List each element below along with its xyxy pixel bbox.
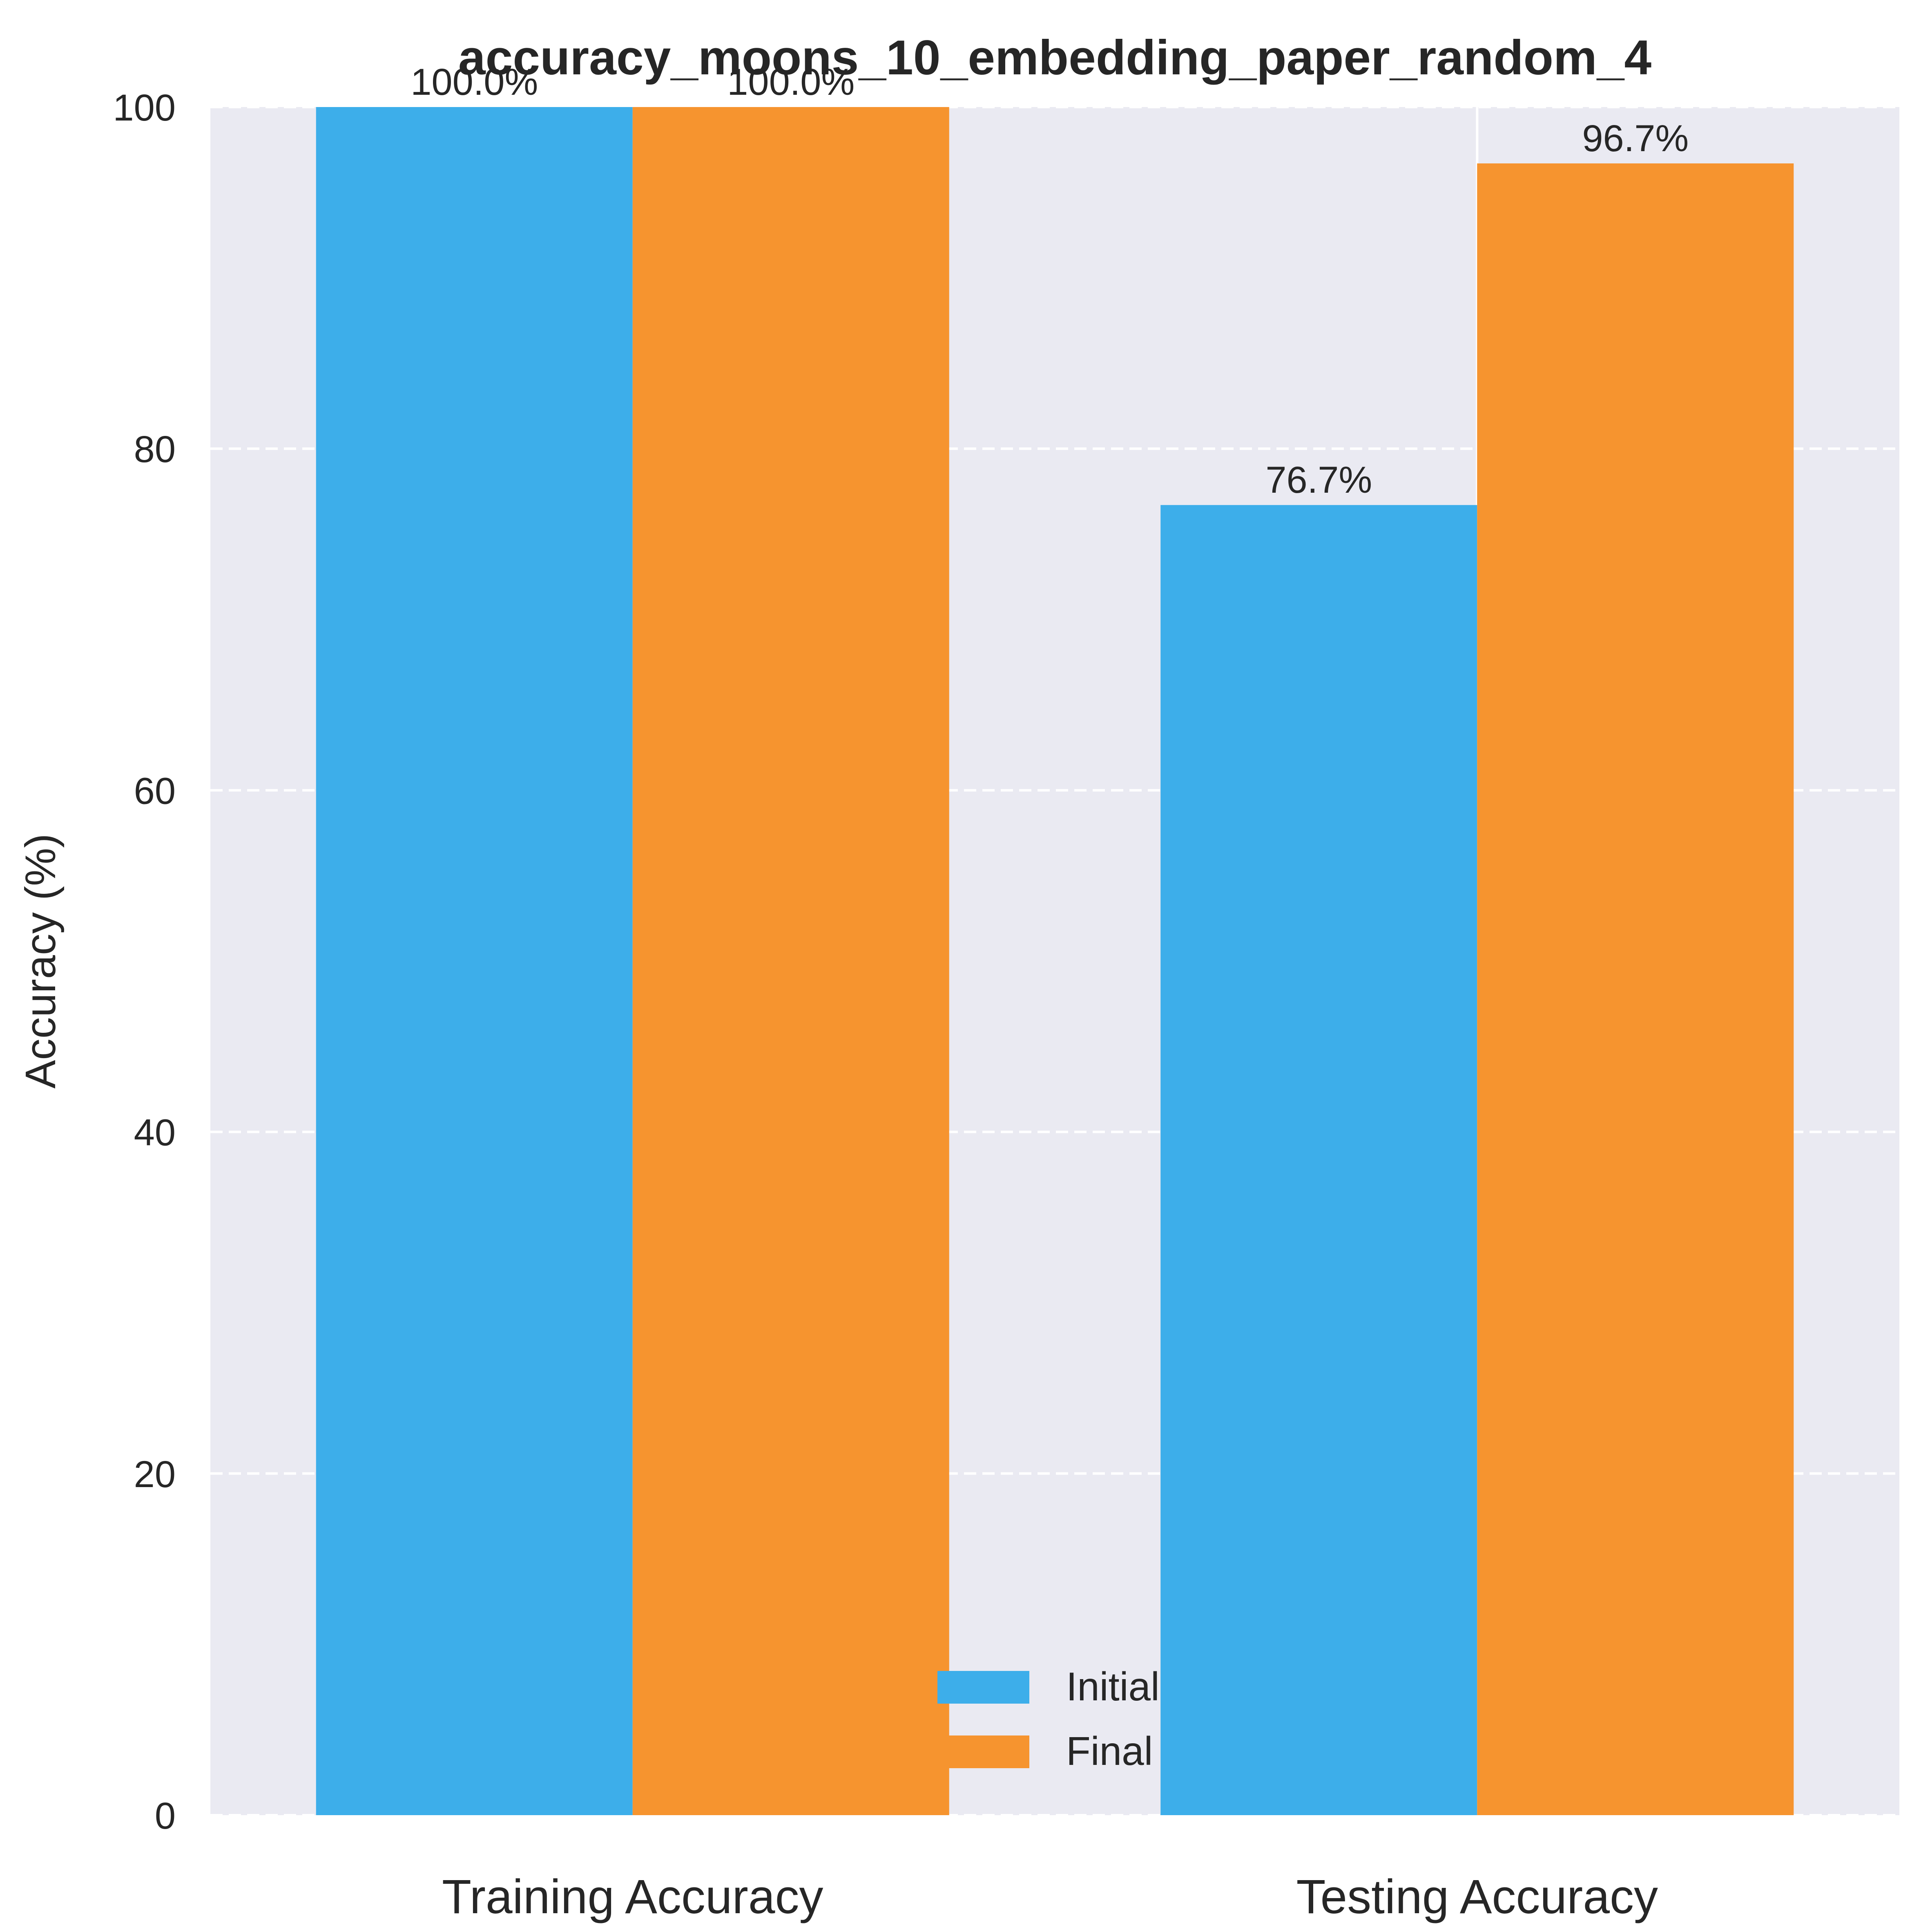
chart-title: accuracy_moons_10_embedding_paper_random…: [458, 30, 1652, 85]
y-tick-label: 100: [113, 87, 176, 129]
bar-value-label: 100.0%: [727, 61, 855, 103]
x-tick-label: Testing Accuracy: [1296, 1870, 1658, 1924]
x-axis-ticks: Training Accuracy Testing Accuracy: [442, 1870, 1658, 1924]
y-tick-label: 20: [134, 1454, 176, 1495]
x-tick-label: Training Accuracy: [442, 1870, 823, 1924]
legend-label: Final: [1066, 1729, 1153, 1773]
y-tick-label: 0: [155, 1795, 176, 1837]
legend-label: Initial: [1066, 1664, 1160, 1709]
bar-value-label: 96.7%: [1582, 118, 1689, 159]
bar: [316, 107, 633, 1815]
data-labels: 100.0% 76.7% 100.0% 96.7%: [411, 61, 1689, 501]
legend: Initial Final: [937, 1664, 1160, 1773]
legend-swatch: [937, 1671, 1029, 1704]
y-tick-label: 80: [134, 429, 176, 470]
y-tick-label: 40: [134, 1112, 176, 1154]
bar: [1160, 505, 1477, 1816]
bar: [1477, 163, 1794, 1816]
bar-value-label: 76.7%: [1265, 459, 1372, 501]
legend-swatch: [937, 1735, 1029, 1768]
y-axis-label: Accuracy (%): [17, 833, 65, 1088]
y-axis-ticks: 0 20 40 60 80 100: [113, 87, 176, 1837]
bar-value-label: 100.0%: [411, 61, 538, 103]
bar: [632, 107, 949, 1815]
bars: [316, 107, 1794, 1816]
y-tick-label: 60: [134, 770, 176, 812]
